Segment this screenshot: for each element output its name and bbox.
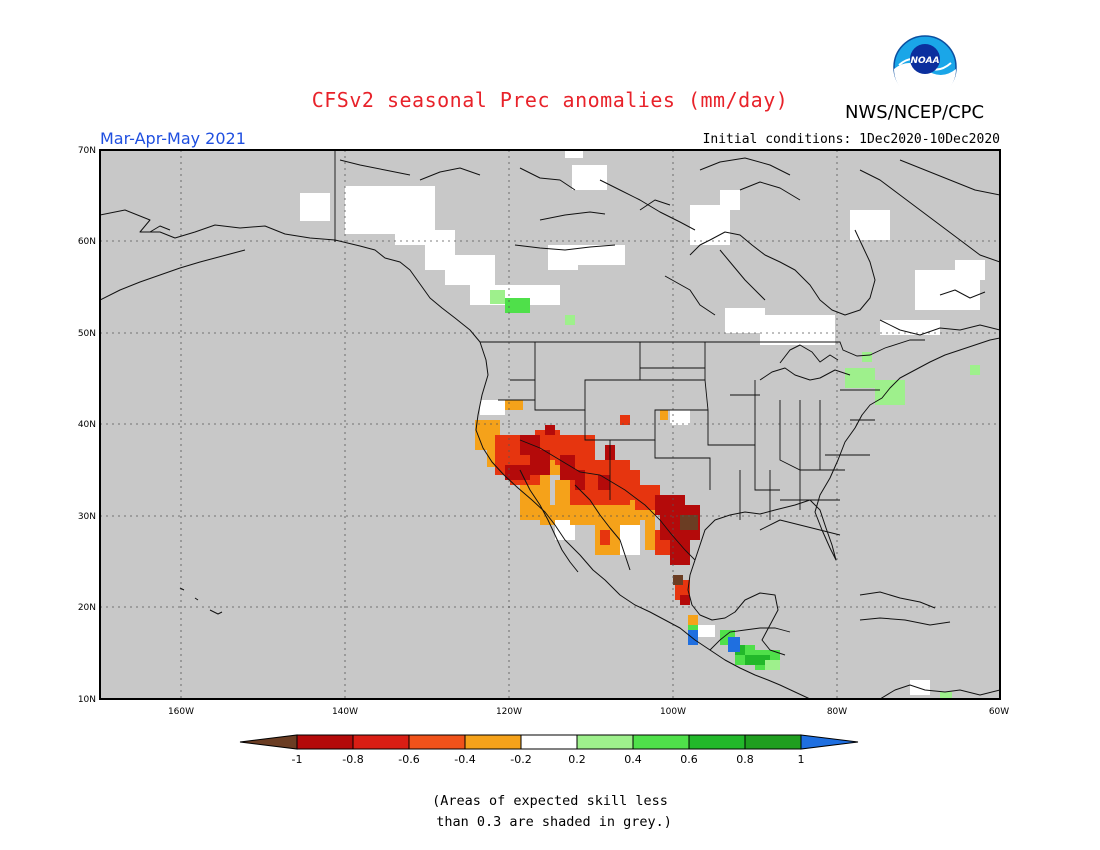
colorbar-tick-label: -0.2 <box>510 753 531 766</box>
lon-label: 100W <box>660 707 686 717</box>
colorbar-bin <box>688 734 746 750</box>
colorbar-bin <box>576 734 634 750</box>
colorbar-tick-label: 0.8 <box>736 753 754 766</box>
initial-conditions-label: Initial conditions: 1Dec2020-10Dec2020 <box>702 132 1000 147</box>
colorbar-tick-label: -0.6 <box>398 753 419 766</box>
skill-footnote: (Areas of expected skill less than 0.3 a… <box>432 793 672 830</box>
lat-label: 50N <box>78 329 96 339</box>
colorbar-tick-label: 0.2 <box>568 753 586 766</box>
colorbar-tick-label: -0.8 <box>342 753 363 766</box>
colorbar-bin <box>744 734 802 750</box>
colorbar-high-extend <box>800 734 859 750</box>
colorbar-tick-labels: -1 -0.8 -0.6 -0.4 -0.2 0.2 0.4 0.6 0.8 1 <box>292 753 805 766</box>
no-skill-background <box>100 150 1000 699</box>
colorbar-bin <box>296 734 354 750</box>
colorbar-tick-label: 1 <box>798 753 805 766</box>
colorbar-tick-label: -1 <box>292 753 303 766</box>
lat-label: 70N <box>78 146 96 156</box>
graticule <box>100 150 1000 699</box>
lon-label: 60W <box>989 707 1009 717</box>
colorbar-low-extend <box>239 734 298 750</box>
svg-text:NOAA: NOAA <box>910 56 939 66</box>
wet-anomaly-areas <box>490 290 980 699</box>
colorbar-bin <box>520 734 578 750</box>
colorbar-bin <box>352 734 410 750</box>
colorbar-tick-label: 0.6 <box>680 753 698 766</box>
anomaly-map: 70N 60N 50N 40N 30N 20N 10N 160W 140W 12… <box>78 146 1009 766</box>
latitude-labels: 70N 60N 50N 40N 30N 20N 10N <box>78 146 96 705</box>
lat-label: 30N <box>78 512 96 522</box>
lat-label: 20N <box>78 603 96 613</box>
map-frame <box>99 149 1001 700</box>
colorbar-bin <box>464 734 522 750</box>
colorbar-bin <box>632 734 690 750</box>
lon-label: 80W <box>827 707 847 717</box>
colorbar-tick-label: 0.4 <box>624 753 642 766</box>
lat-label: 60N <box>78 237 96 247</box>
coastlines <box>100 157 1000 699</box>
lon-label: 140W <box>332 707 358 717</box>
season-label: Mar-Apr-May 2021 <box>100 129 246 148</box>
colorbar-bin <box>408 734 466 750</box>
noaa-logo: NOAA <box>893 35 957 100</box>
map-title: CFSv2 seasonal Prec anomalies (mm/day) <box>311 88 789 112</box>
longitude-labels: 160W 140W 120W 100W 80W 60W <box>168 707 1009 717</box>
colorbar-tick-label: -0.4 <box>454 753 475 766</box>
colorbar <box>239 734 859 750</box>
political-borders <box>334 150 925 651</box>
organization-label: NWS/NCEP/CPC <box>845 102 985 123</box>
lon-label: 120W <box>496 707 522 717</box>
lon-label: 160W <box>168 707 194 717</box>
lat-label: 40N <box>78 420 96 430</box>
lat-label: 10N <box>78 695 96 705</box>
